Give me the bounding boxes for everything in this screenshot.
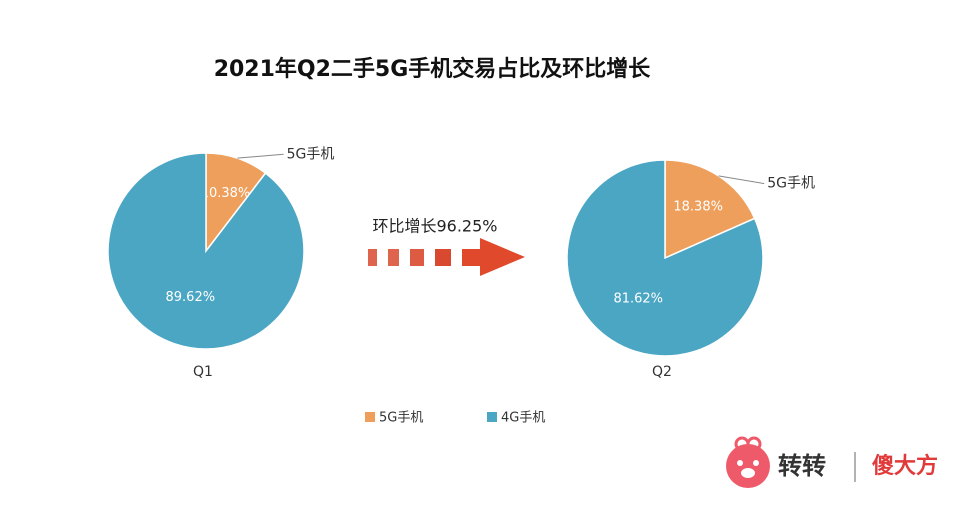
value-label: 81.62%	[613, 292, 663, 307]
leader-line	[237, 153, 284, 159]
value-label: 10.38%	[201, 186, 251, 201]
legend-label: 4G手机	[501, 411, 545, 426]
slice-label: 5G手机	[767, 176, 815, 192]
pie-slice	[566, 159, 764, 357]
legend-swatch	[365, 412, 375, 422]
pie-slice	[664, 159, 756, 260]
arrow	[368, 238, 525, 276]
legend-label: 5G手机	[379, 411, 423, 426]
value-label: 89.62%	[166, 290, 216, 305]
watermark: 转转 傻大方	[726, 436, 938, 488]
slice-label: 5G手机	[287, 146, 335, 162]
pie-slice	[107, 152, 305, 350]
source: 傻大方	[872, 453, 938, 479]
value-label: 18.38%	[673, 200, 723, 215]
leader-line	[718, 175, 765, 185]
legend-swatch	[487, 412, 497, 422]
annotation: 环比增长96.25%	[372, 217, 497, 236]
chart-title: 2021年Q2二手5G手机交易占比及环比增长	[214, 56, 652, 82]
brand: 转转	[778, 452, 826, 480]
pie-label: Q1	[193, 364, 213, 380]
pie-label: Q2	[652, 364, 672, 380]
